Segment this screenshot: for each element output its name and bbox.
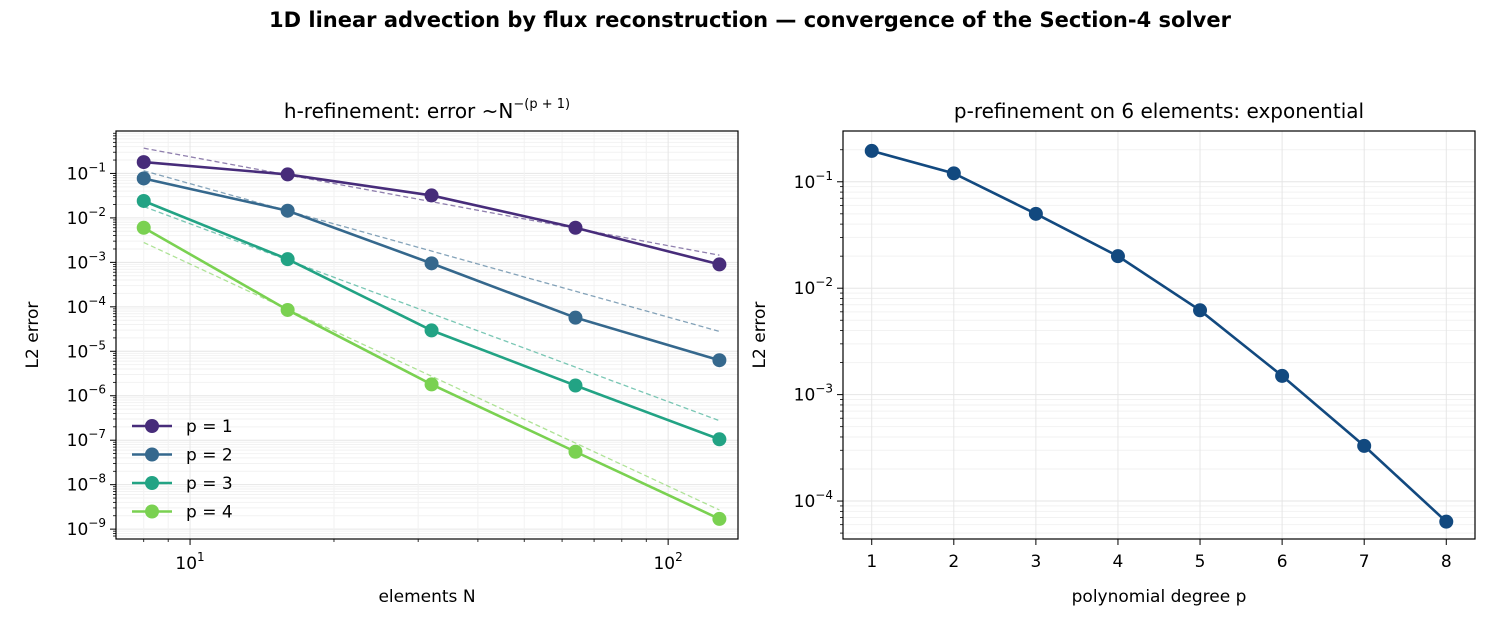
data-point — [1357, 438, 1372, 453]
chart-title: h-refinement: error ~N−(p + 1) — [284, 97, 570, 123]
plot-frame — [842, 130, 1476, 540]
data-point — [136, 155, 151, 170]
data-point — [1275, 368, 1290, 383]
data-point — [712, 511, 727, 526]
data-point — [424, 188, 439, 203]
legend-item: p = 3 — [132, 474, 233, 494]
data-point — [568, 220, 583, 235]
chart-panel-1: 10−9 10−8 10−7 10−6 10−5 10−4 10−3 10−2 10−1 101 1… — [23, 97, 739, 607]
data-point — [1110, 249, 1125, 264]
x-tick-label: 1 — [866, 552, 877, 572]
y-tick-label: 10−4 — [67, 294, 106, 318]
data-point — [1439, 514, 1454, 529]
data-point — [864, 143, 879, 158]
x-tick-label: 4 — [1113, 552, 1124, 572]
legend-label: p = 4 — [186, 503, 233, 523]
data-point — [280, 203, 295, 218]
data-point — [424, 323, 439, 338]
reference-slope-line — [143, 205, 720, 422]
legend-item: p = 2 — [132, 446, 233, 466]
data-point — [280, 167, 295, 182]
series-4 — [136, 220, 727, 526]
y-tick-label: 10−5 — [67, 338, 106, 362]
y-tick-label: 10−9 — [67, 516, 106, 540]
legend-swatch-marker — [145, 447, 159, 462]
legend-item: p = 4 — [132, 503, 233, 523]
y-tick-label: 10−8 — [67, 472, 106, 496]
legend-item: p = 1 — [132, 417, 233, 437]
data-point — [280, 302, 295, 317]
series-line — [871, 149, 1448, 523]
plot-frame — [115, 130, 739, 540]
data-point — [136, 193, 151, 208]
x-axis-label: elements N — [378, 587, 475, 607]
reference-slope-line — [143, 170, 720, 333]
y-axis-label: L2 error — [750, 302, 770, 369]
series-1 — [864, 143, 1454, 529]
legend-swatch-marker — [145, 476, 159, 490]
legend-label: p = 1 — [186, 417, 233, 437]
data-point — [136, 220, 151, 235]
figure-title: 1D linear advection by flux reconstructi… — [269, 8, 1231, 32]
data-point — [1028, 206, 1043, 221]
data-point — [424, 256, 439, 271]
data-point — [136, 171, 151, 186]
x-tick-label: 5 — [1195, 552, 1206, 572]
y-tick-label: 10−2 — [67, 205, 106, 229]
data-point — [568, 444, 583, 459]
legend: p = 1 p = 2 p = 3 p = 4 — [132, 417, 233, 523]
y-tick-label: 10−6 — [67, 383, 106, 407]
legend-label: p = 3 — [186, 474, 233, 494]
data-point — [1193, 303, 1208, 318]
y-tick-label: 10−3 — [67, 249, 106, 273]
legend-label: p = 2 — [186, 446, 233, 466]
x-tick-label: 102 — [653, 550, 682, 574]
legend-swatch-marker — [145, 504, 159, 519]
data-point — [280, 252, 295, 267]
data-point — [568, 378, 583, 393]
data-point — [946, 166, 961, 181]
series-3 — [136, 193, 727, 447]
series-1 — [136, 155, 727, 272]
x-tick-label: 101 — [175, 550, 204, 574]
x-tick-label: 8 — [1441, 552, 1452, 572]
y-tick-label: 10−2 — [794, 275, 833, 299]
data-point — [712, 432, 727, 447]
data-point — [712, 257, 727, 272]
chart-title: p-refinement on 6 elements: exponential — [954, 99, 1364, 123]
data-point — [712, 353, 727, 368]
reference-slope-line — [143, 241, 720, 511]
x-axis-label: polynomial degree p — [1072, 587, 1247, 607]
x-tick-label: 6 — [1277, 552, 1288, 572]
y-tick-label: 10−1 — [67, 160, 106, 184]
legend-swatch-marker — [145, 419, 159, 433]
y-tick-label: 10−1 — [794, 169, 833, 193]
x-tick-label: 7 — [1359, 552, 1370, 572]
x-tick-label: 3 — [1030, 552, 1041, 572]
y-axis-label: L2 error — [23, 302, 43, 369]
data-point — [424, 377, 439, 392]
series-2 — [136, 171, 727, 368]
y-tick-label: 10−7 — [67, 427, 106, 451]
y-tick-label: 10−4 — [794, 488, 833, 512]
data-point — [568, 310, 583, 325]
y-tick-label: 10−3 — [794, 382, 833, 406]
chart-panel-2: 10−4 10−3 10−2 10−1 1 2 3 4 5 6 7 8 p-refinement on … — [750, 99, 1476, 607]
x-tick-label: 2 — [948, 552, 959, 572]
